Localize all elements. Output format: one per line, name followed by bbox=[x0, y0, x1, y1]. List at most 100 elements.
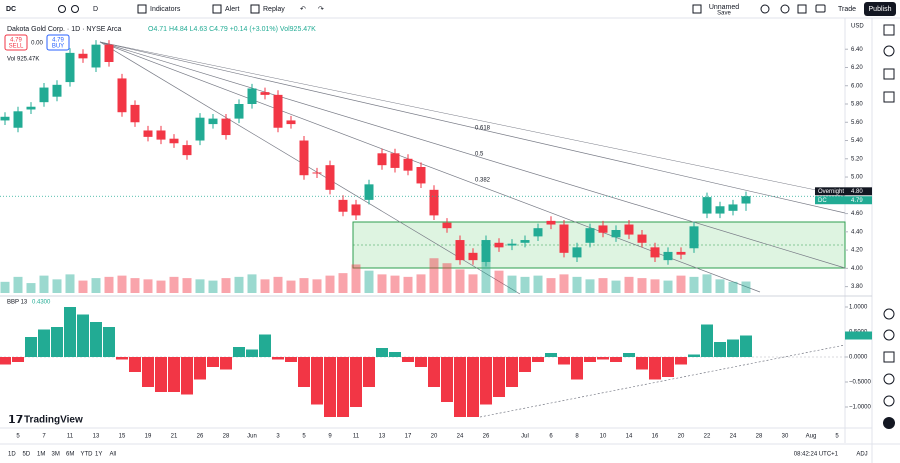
help-icon[interactable] bbox=[883, 417, 895, 429]
replay-button[interactable]: Replay bbox=[263, 6, 285, 13]
sell-button[interactable] bbox=[4, 34, 28, 51]
volume-bar bbox=[247, 274, 257, 293]
date-label: 17 bbox=[405, 434, 412, 440]
search[interactable] bbox=[760, 4, 770, 14]
indicator-bar bbox=[337, 357, 349, 417]
alert-button[interactable]: Alert bbox=[225, 6, 239, 13]
redo[interactable]: ↷ bbox=[318, 6, 324, 13]
undo[interactable]: ↶ bbox=[300, 6, 306, 13]
indicator-trend-line[interactable] bbox=[479, 344, 846, 418]
range-button[interactable]: All bbox=[110, 452, 117, 458]
fullscreen[interactable] bbox=[797, 4, 807, 14]
spread: 0.00 bbox=[31, 41, 43, 47]
save-label[interactable]: Save bbox=[717, 11, 731, 17]
calendar-icon[interactable] bbox=[883, 351, 895, 363]
date-label: Jun bbox=[247, 434, 257, 440]
volume-bar bbox=[78, 280, 88, 293]
candle-body bbox=[728, 204, 738, 211]
volume-bar bbox=[325, 275, 335, 293]
candle-body bbox=[0, 116, 10, 121]
indicator-bar bbox=[129, 357, 141, 372]
sell-price[interactable]: 4.79 bbox=[10, 38, 22, 44]
fan-line[interactable] bbox=[99, 41, 521, 295]
price-tick-label: 5.20 bbox=[851, 156, 863, 162]
compare[interactable] bbox=[71, 5, 79, 13]
candle-body bbox=[91, 44, 101, 68]
price-tick-label: 6.00 bbox=[851, 83, 863, 89]
settings[interactable] bbox=[780, 4, 790, 14]
fan-line[interactable] bbox=[99, 41, 846, 197]
buy-price[interactable]: 4.79 bbox=[52, 38, 64, 44]
publish-label[interactable]: Publish bbox=[869, 6, 892, 13]
trade-button[interactable]: Trade bbox=[838, 6, 856, 13]
price-tick-label: 4.60 bbox=[851, 211, 863, 217]
range-button[interactable]: YTD bbox=[81, 452, 94, 458]
date-label: Jul bbox=[521, 434, 529, 440]
notifications-icon[interactable] bbox=[883, 395, 895, 407]
volume-bar bbox=[650, 279, 660, 293]
layers-icon[interactable] bbox=[883, 68, 895, 80]
volume-bar bbox=[494, 270, 504, 293]
range-button[interactable]: 1Y bbox=[95, 452, 102, 458]
range-button[interactable]: 5D bbox=[23, 452, 31, 458]
news-icon[interactable] bbox=[883, 91, 895, 103]
candle-body bbox=[182, 145, 192, 156]
target-icon[interactable] bbox=[883, 308, 895, 320]
alerts-icon[interactable] bbox=[883, 45, 895, 57]
candle-body bbox=[260, 92, 270, 95]
range-button[interactable]: 6M bbox=[66, 452, 74, 458]
indicator-bar bbox=[350, 357, 362, 407]
layout-name[interactable]: Unnamed bbox=[709, 4, 739, 11]
range-button[interactable]: 1D bbox=[8, 452, 16, 458]
candle-body bbox=[650, 247, 660, 258]
sell-label[interactable]: SELL bbox=[9, 44, 24, 50]
price-tick-label: 4.20 bbox=[851, 248, 863, 254]
indicators-button[interactable]: Indicators bbox=[150, 6, 181, 13]
date-label: 13 bbox=[93, 434, 100, 440]
indicator-bar bbox=[675, 357, 687, 365]
watchlist-icon[interactable] bbox=[883, 24, 895, 36]
indicator-tick-label: 1.0000 bbox=[849, 305, 868, 311]
stream-icon[interactable] bbox=[883, 373, 895, 385]
indicator-bar bbox=[51, 327, 63, 357]
candle-body bbox=[689, 226, 699, 249]
price-tag bbox=[815, 196, 872, 205]
indicator-bar bbox=[389, 352, 401, 357]
candle-body bbox=[702, 197, 712, 214]
volume-bar bbox=[26, 283, 36, 293]
indicator-bar bbox=[194, 357, 206, 380]
date-label: 28 bbox=[756, 434, 763, 440]
range-button[interactable]: 1M bbox=[37, 452, 45, 458]
date-label: 9 bbox=[328, 434, 332, 440]
indicator-last: 0.4300 bbox=[32, 300, 51, 306]
ideas-icon[interactable] bbox=[883, 329, 895, 341]
price-tick-label: 5.80 bbox=[851, 102, 863, 108]
volume-bar bbox=[260, 279, 270, 293]
indicator-tick-label: 0.0000 bbox=[849, 355, 868, 361]
publish-button[interactable] bbox=[864, 2, 896, 16]
indicator-bar bbox=[246, 349, 258, 357]
candle-body bbox=[234, 104, 244, 119]
alert-icon bbox=[212, 4, 222, 14]
volume-bar bbox=[299, 278, 309, 293]
buy-label[interactable]: BUY bbox=[52, 44, 64, 50]
indicator-bar bbox=[363, 357, 375, 387]
fan-line[interactable] bbox=[99, 41, 761, 293]
range-button[interactable]: 3M bbox=[52, 452, 60, 458]
indicator-bar bbox=[12, 357, 24, 362]
candle-body bbox=[156, 130, 166, 140]
fan-line[interactable] bbox=[99, 41, 846, 214]
symbol[interactable]: DC bbox=[6, 6, 16, 13]
fan-line[interactable] bbox=[99, 41, 846, 269]
candle-body bbox=[338, 199, 348, 212]
candle-body bbox=[676, 251, 686, 255]
snapshot[interactable] bbox=[815, 4, 826, 13]
adj-toggle[interactable]: ADJ bbox=[856, 452, 867, 458]
candle-body bbox=[416, 167, 426, 184]
interval[interactable]: D bbox=[93, 6, 98, 13]
candle-body bbox=[533, 228, 543, 237]
add-symbol[interactable] bbox=[58, 5, 66, 13]
buy-button[interactable] bbox=[46, 34, 70, 51]
indicator-bar bbox=[545, 353, 557, 357]
date-label: 20 bbox=[678, 434, 685, 440]
